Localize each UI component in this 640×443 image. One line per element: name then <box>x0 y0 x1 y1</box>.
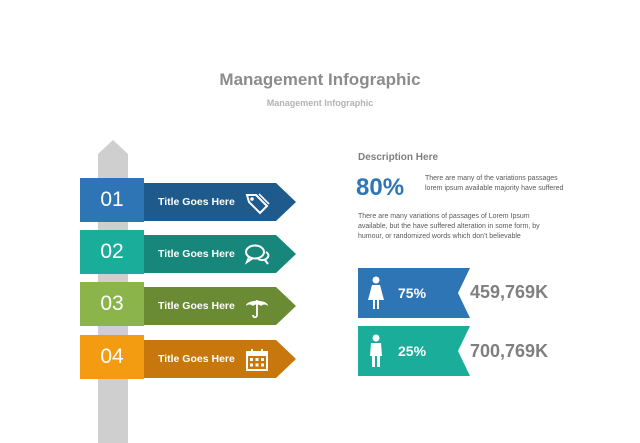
sign-01: 01 Title Goes Here <box>80 178 298 223</box>
stat-percent: 25% <box>398 343 427 359</box>
sign-label: Title Goes Here <box>158 248 235 260</box>
sign-number-box: 04 <box>80 335 144 379</box>
sign-number: 02 <box>100 240 124 263</box>
sign-04: 04 Title Goes Here <box>80 335 298 380</box>
percentage-description: There are many of the variations passage… <box>425 175 564 192</box>
sign-number-box: 01 <box>80 178 144 222</box>
stat-banner <box>358 268 470 318</box>
description-body: There are many variations of passages of… <box>358 213 540 240</box>
sign-number: 03 <box>100 292 124 315</box>
sign-number-box: 02 <box>80 230 144 274</box>
price-tag-icon <box>245 193 270 215</box>
stat-value: 700,769K <box>470 341 549 361</box>
male-icon <box>370 334 382 367</box>
sign-label: Title Goes Here <box>158 353 235 365</box>
sign-number-box: 03 <box>80 282 144 326</box>
stat-value: 459,769K <box>470 282 549 302</box>
sign-arrow <box>140 183 296 221</box>
page-subtitle: Management Infographic <box>266 98 374 108</box>
stat-female: 75% <box>358 268 470 318</box>
stat-banner <box>358 326 470 376</box>
female-icon <box>368 276 384 309</box>
big-percentage: 80% <box>356 174 405 201</box>
sign-02: 02 Title Goes Here <box>80 230 298 275</box>
sign-arrow <box>140 235 296 273</box>
sign-03: 03 Title Goes Here <box>80 282 298 327</box>
stat-male: 25% <box>358 326 470 376</box>
stat-percent: 75% <box>398 285 427 301</box>
sign-number: 01 <box>100 188 124 211</box>
page-title: Management Infographic <box>219 70 421 89</box>
sign-label: Title Goes Here <box>158 300 235 312</box>
calendar-icon <box>246 349 268 371</box>
speech-bubbles-icon <box>244 244 270 265</box>
description-heading: Description Here <box>358 152 439 163</box>
sign-label: Title Goes Here <box>158 196 235 208</box>
sign-arrow <box>140 340 296 378</box>
sign-number: 04 <box>100 345 124 368</box>
umbrella-icon <box>246 300 268 319</box>
pole-top <box>98 140 128 170</box>
